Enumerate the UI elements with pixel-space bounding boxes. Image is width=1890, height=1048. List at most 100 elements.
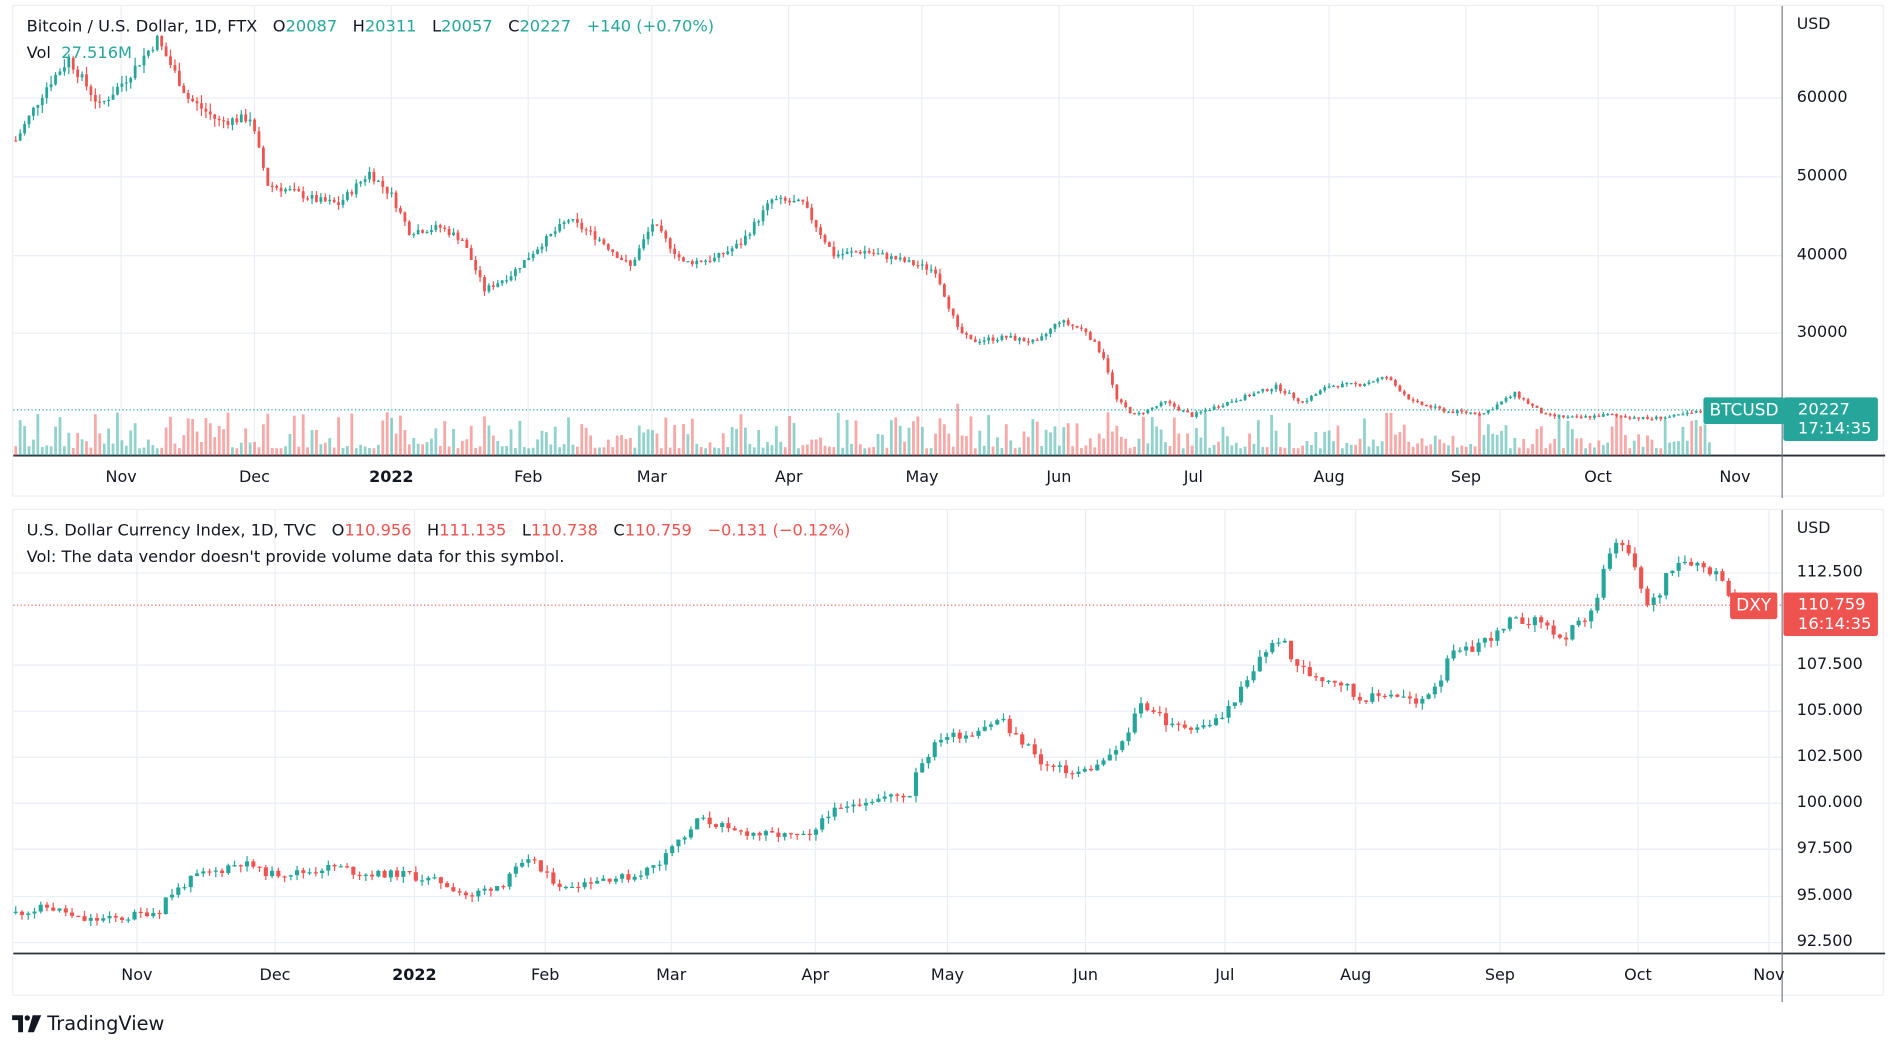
candle bbox=[770, 831, 775, 833]
volume-bar bbox=[1522, 439, 1526, 456]
volume-bar bbox=[1159, 429, 1163, 456]
volume-label[interactable]: Vol bbox=[26, 44, 51, 64]
volume-bar bbox=[779, 441, 783, 456]
candle bbox=[934, 269, 937, 274]
candle bbox=[1163, 713, 1169, 726]
dxy-chart-pane[interactable]: U.S. Dollar Currency Index, 1D, TVC O110… bbox=[12, 508, 1886, 1002]
candle bbox=[1539, 407, 1543, 414]
volume-bar bbox=[1318, 448, 1322, 456]
volume-bar bbox=[1203, 413, 1207, 456]
price-axis-tick: 50000 bbox=[1796, 167, 1848, 186]
volume-bar bbox=[593, 447, 597, 456]
btcusd-chart-canvas[interactable] bbox=[13, 6, 1886, 498]
candle bbox=[232, 865, 237, 867]
candle bbox=[1473, 412, 1477, 415]
candle bbox=[1201, 725, 1206, 728]
volume-bar bbox=[527, 448, 531, 456]
candle bbox=[1579, 416, 1583, 418]
volume-bar bbox=[1606, 442, 1610, 456]
candle bbox=[615, 252, 619, 258]
candle bbox=[1151, 710, 1156, 712]
candle bbox=[664, 231, 668, 239]
btcusd-chart-pane[interactable]: Bitcoin / U.S. Dollar, 1D, FTX O20087 H2… bbox=[12, 4, 1886, 498]
candle bbox=[876, 798, 881, 802]
candle bbox=[1261, 389, 1265, 392]
volume-bar bbox=[951, 446, 955, 456]
volume-bar bbox=[1442, 443, 1446, 456]
candle bbox=[699, 260, 703, 262]
candle bbox=[1694, 411, 1698, 413]
candle bbox=[832, 807, 837, 817]
candle bbox=[32, 107, 35, 116]
volume-bar bbox=[1624, 434, 1627, 456]
price-axis-currency[interactable]: USD bbox=[1796, 519, 1831, 538]
volume-bar bbox=[403, 430, 407, 456]
price-axis-tick: 30000 bbox=[1796, 323, 1848, 342]
symbol-title[interactable]: Bitcoin / U.S. Dollar, 1D, FTX bbox=[26, 18, 258, 37]
candle bbox=[1685, 412, 1689, 415]
candle bbox=[1049, 328, 1052, 334]
candle bbox=[111, 94, 115, 100]
volume-bar bbox=[1455, 447, 1459, 456]
candle bbox=[1476, 642, 1481, 652]
candle bbox=[470, 895, 475, 897]
candle bbox=[1432, 686, 1437, 695]
candle bbox=[885, 253, 889, 260]
candle bbox=[695, 818, 700, 830]
candle bbox=[1051, 765, 1056, 767]
candle bbox=[1212, 406, 1216, 410]
volume-bar bbox=[173, 443, 177, 456]
volume-bar bbox=[27, 446, 31, 456]
volume-bar bbox=[1460, 445, 1464, 456]
btcusd-legend: Bitcoin / U.S. Dollar, 1D, FTX O20087 H2… bbox=[27, 18, 714, 36]
volume-bar bbox=[929, 448, 933, 456]
candle bbox=[776, 832, 781, 837]
candle bbox=[1164, 401, 1167, 403]
candle bbox=[1256, 391, 1260, 394]
symbol-title[interactable]: U.S. Dollar Currency Index, 1D, TVC bbox=[26, 522, 317, 541]
close-label: C bbox=[613, 522, 625, 541]
candle bbox=[200, 103, 203, 109]
candle bbox=[32, 911, 37, 914]
volume-bar bbox=[629, 438, 632, 456]
volume-bar bbox=[1084, 445, 1088, 456]
volume-bars bbox=[14, 403, 1711, 456]
candle bbox=[98, 101, 102, 103]
tradingview-logo[interactable]: TradingView bbox=[12, 1012, 164, 1035]
candle bbox=[328, 199, 332, 202]
volume-bar bbox=[659, 448, 663, 456]
candle bbox=[1597, 415, 1601, 417]
time-axis-tick: May bbox=[930, 966, 964, 985]
volume-bar bbox=[1274, 430, 1278, 456]
candle bbox=[313, 872, 318, 874]
volume-bar bbox=[774, 426, 778, 456]
volume-bar bbox=[1509, 448, 1512, 456]
time-axis-tick: Nov bbox=[1753, 966, 1785, 985]
volume-bar bbox=[1491, 433, 1495, 456]
candle bbox=[1363, 384, 1366, 386]
volume-bar bbox=[288, 433, 292, 456]
candle bbox=[1564, 637, 1569, 640]
candle bbox=[947, 296, 951, 309]
candle bbox=[912, 260, 915, 266]
candle bbox=[774, 198, 778, 201]
volume-bar bbox=[858, 444, 862, 456]
dxy-chart-canvas[interactable] bbox=[13, 510, 1886, 1002]
candle bbox=[1038, 754, 1044, 765]
candle bbox=[629, 260, 632, 266]
candle bbox=[507, 873, 512, 887]
candle bbox=[1526, 623, 1531, 626]
candle bbox=[1389, 694, 1394, 697]
candle bbox=[1689, 561, 1694, 566]
price-axis-currency[interactable]: USD bbox=[1796, 15, 1831, 34]
candle bbox=[720, 823, 725, 828]
candle bbox=[782, 833, 787, 837]
candle bbox=[1433, 406, 1437, 408]
candle bbox=[1407, 696, 1412, 699]
candle bbox=[282, 876, 287, 878]
candle bbox=[1063, 765, 1069, 774]
change-value: −0.131 (−0.12%) bbox=[707, 522, 851, 541]
candle bbox=[58, 71, 62, 75]
candle bbox=[496, 283, 500, 287]
candle bbox=[1385, 377, 1389, 379]
